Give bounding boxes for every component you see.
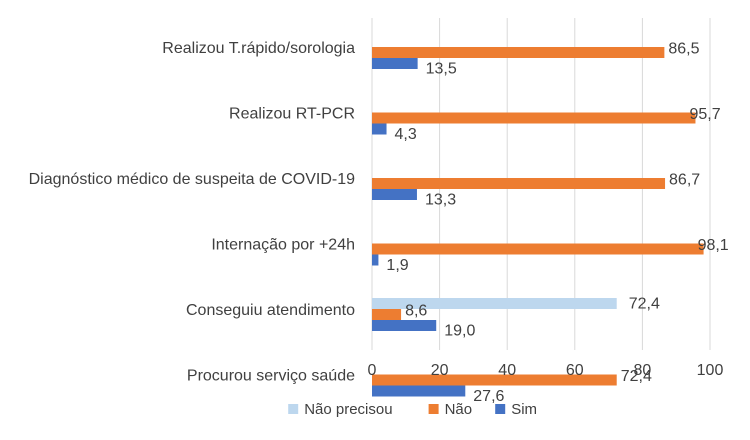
legend-swatch-não (428, 404, 439, 414)
x-tick-label-100: 100 (697, 362, 724, 379)
legend-label-não: Não (445, 401, 473, 418)
data-label: 1,9 (386, 257, 408, 274)
x-axis-ticks: 0 20 40 60 80 100 (368, 362, 724, 379)
data-label: 72,4 (629, 296, 660, 313)
data-label: 98,1 (698, 237, 729, 254)
bar-não (372, 243, 704, 255)
data-label: 8,6 (405, 303, 427, 320)
legend-label-sim: Sim (511, 401, 537, 418)
bar-não-precisou (372, 298, 617, 309)
bar-sim (372, 254, 379, 266)
data-label: 95,7 (689, 106, 720, 123)
bar-sim (372, 385, 466, 397)
bar-não (372, 178, 666, 189)
data-label: 13,5 (426, 61, 457, 78)
x-tick-label-0: 0 (368, 362, 377, 379)
category-label: Internação por +24h (211, 237, 355, 254)
bar-não (372, 309, 402, 320)
data-label: 86,5 (668, 41, 699, 58)
category-label: Realizou T.rápido/sorologia (162, 40, 355, 57)
data-label: 13,3 (425, 192, 456, 209)
bar-não (372, 47, 665, 58)
category-label: Procurou serviço saúde (187, 368, 355, 385)
bars (372, 47, 704, 397)
data-label: 86,7 (669, 172, 700, 189)
category-labels: Realizou T.rápido/sorologia Realizou RT-P… (29, 40, 355, 385)
x-tick-label-80: 80 (634, 362, 652, 379)
bar-não (372, 374, 617, 386)
data-labels: 86,5 13,5 95,7 4,3 86,7 13,3 98,1 1,9 72,4 8,6 19,… (386, 41, 728, 406)
legend: Não precisou Não Sim (288, 401, 537, 418)
data-label: 19,0 (444, 323, 475, 340)
data-label: 27,6 (473, 388, 504, 405)
x-tick-label-40: 40 (498, 362, 516, 379)
category-label: Diagnóstico médico de suspeita de COVID-… (29, 171, 355, 188)
bar-sim (372, 123, 387, 135)
legend-label-não-precisou: Não precisou (304, 401, 392, 418)
legend-swatch-não-precisou (288, 404, 299, 414)
data-label: 72,4 (621, 368, 652, 385)
x-tick-label-20: 20 (431, 362, 449, 379)
bar-sim (372, 58, 418, 69)
category-label: Conseguiu atendimento (186, 302, 355, 319)
bar-sim (372, 320, 437, 331)
x-tick-label-60: 60 (566, 362, 584, 379)
bar-não (372, 112, 696, 124)
data-label: 4,3 (395, 126, 417, 143)
category-label: Realizou RT-PCR (229, 106, 355, 123)
bar-sim (372, 189, 417, 200)
legend-swatch-sim (495, 404, 506, 414)
